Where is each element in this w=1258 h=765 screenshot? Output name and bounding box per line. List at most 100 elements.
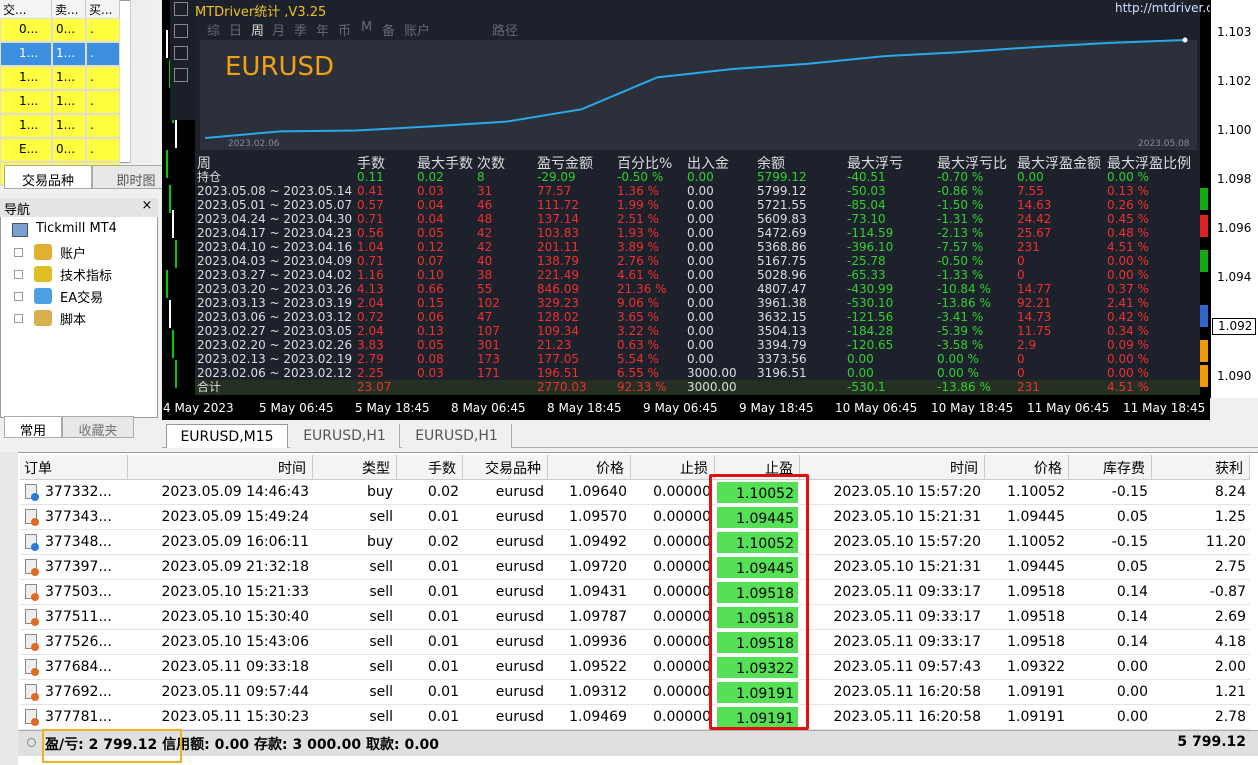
stats-cell: 0.03 (417, 184, 444, 198)
summary-highlight (42, 729, 182, 763)
chart-tab[interactable]: EURUSD,H1 (402, 424, 512, 448)
menu-item[interactable]: 日 (229, 24, 243, 38)
summary-bar (18, 730, 1258, 756)
menu-item[interactable]: 币 (338, 24, 352, 38)
stats-cell: 2.79 (357, 352, 384, 366)
price-marker (1200, 305, 1208, 327)
stats-cell: 173 (477, 352, 500, 366)
market-cell: 1... (52, 66, 86, 90)
time-label: 11 May 18:45 (1123, 401, 1206, 415)
tree-item[interactable]: 脚本 (60, 313, 87, 327)
stats-cell: 55 (477, 282, 493, 296)
order-cell: 2023.05.09 15:49:24 (128, 505, 313, 530)
menu-item[interactable]: 周 (251, 24, 265, 38)
tab[interactable]: 常用 (4, 416, 62, 438)
menu-item[interactable]: 年 (316, 24, 330, 38)
stats-cell: 0.06 (417, 310, 444, 324)
menu-item[interactable]: 综 (207, 24, 221, 38)
stats-cell: -530.10 (847, 296, 894, 310)
order-cell[interactable]: 377692... (20, 680, 128, 705)
menu-item[interactable]: 备 (382, 24, 396, 38)
candle (169, 185, 171, 213)
order-cell[interactable]: 377503... (20, 580, 128, 605)
stats-cell: 25.67 (1017, 226, 1052, 240)
column-header: 交易品种 (463, 455, 548, 480)
chart-tab[interactable]: EURUSD,M15 (166, 424, 288, 448)
order-cell: 0.01 (397, 605, 463, 630)
order-cell[interactable]: 377511... (20, 605, 128, 630)
menu-item[interactable]: 季 (294, 24, 308, 38)
stats-cell: 102 (477, 296, 500, 310)
candle (175, 240, 177, 268)
price-marker (1200, 215, 1208, 237)
stats-cell: 0.00 (687, 254, 714, 268)
tab[interactable]: 交易品种 (4, 165, 92, 189)
order-type-dot (31, 643, 39, 651)
menu-item[interactable]: 账户 (404, 24, 431, 38)
stats-cell: 5721.55 (757, 198, 807, 212)
order-cell: 1.10052 (715, 530, 800, 555)
stats-cell: 0.00 (847, 352, 874, 366)
tool-icon[interactable] (174, 2, 188, 16)
tree-expander[interactable] (14, 292, 23, 301)
stats-header: 最大手数 (417, 156, 473, 171)
stats-cell: -0.50 % (617, 170, 664, 184)
order-cell[interactable]: 377397... (20, 555, 128, 580)
stats-header: 余额 (757, 156, 785, 171)
stats-cell: -73.10 (847, 212, 886, 226)
order-cell: 0.05 (1069, 555, 1152, 580)
close-button[interactable]: × (141, 198, 153, 213)
stats-cell: 合计 (197, 380, 222, 394)
tool-icon[interactable] (174, 24, 188, 38)
tree-expander[interactable] (14, 314, 23, 323)
order-cell[interactable]: 377781... (20, 705, 128, 730)
stats-title: MTDriver统计 ,V3.25 (195, 5, 327, 17)
order-cell: 1.09191 (985, 705, 1069, 730)
tool-icon[interactable] (174, 68, 188, 82)
order-cell[interactable]: 377332... (20, 480, 128, 505)
tool-icon[interactable] (174, 46, 188, 60)
chart-tab[interactable]: EURUSD,H1 (290, 424, 400, 448)
tree-expander[interactable] (14, 248, 23, 257)
order-cell: -0.15 (1069, 530, 1152, 555)
stats-url: http://mtdriver.cn (1115, 1, 1210, 15)
order-cell[interactable]: 377684... (20, 655, 128, 680)
tree-item[interactable]: 技术指标 (60, 269, 113, 283)
stats-header: 百分比% (617, 156, 673, 171)
market-cell: 1... (0, 42, 52, 66)
menu-item[interactable]: 路径 (492, 24, 519, 38)
order-cell: 1.21 (1152, 680, 1250, 705)
stats-cell: 2.04 (357, 296, 384, 310)
menu-item[interactable]: M (361, 20, 373, 35)
tab[interactable]: 收藏夹 (62, 416, 134, 438)
stats-cell: 0.63 % (617, 338, 659, 352)
stats-header: 最大浮亏 (847, 156, 903, 171)
stats-cell: 3.89 % (617, 240, 659, 254)
order-cell: sell (313, 680, 397, 705)
column-header: 类型 (313, 455, 397, 480)
stats-cell: 0.00 % (1107, 268, 1149, 282)
time-label: 8 May 18:45 (547, 401, 622, 415)
order-cell: 1.10052 (985, 530, 1069, 555)
date-label: 2023.02.06 (228, 139, 280, 149)
market-cell: . (86, 90, 120, 114)
order-cell[interactable]: 377526... (20, 630, 128, 655)
order-cell: 1.09312 (548, 680, 631, 705)
price-marker (1200, 250, 1208, 272)
order-cell: 2023.05.10 15:57:20 (800, 530, 985, 555)
stats-cell: 3.22 % (617, 324, 659, 338)
stats-cell: 0.00 (687, 170, 714, 184)
market-cell: 1... (52, 114, 86, 138)
order-cell[interactable]: 377343... (20, 505, 128, 530)
stats-cell: -3.41 % (937, 310, 984, 324)
tree-item[interactable]: 账户 (60, 247, 87, 261)
tree-item[interactable]: EA交易 (60, 291, 104, 305)
menu-item[interactable]: 月 (272, 24, 286, 38)
order-cell[interactable]: 377348... (20, 530, 128, 555)
stats-cell: 2.9 (1017, 338, 1037, 352)
stats-cell: -2.13 % (937, 226, 984, 240)
tree-expander[interactable] (14, 270, 23, 279)
column-header: 交... (0, 0, 52, 18)
order-cell: 1.09322 (985, 655, 1069, 680)
stats-cell: 0.00 % (1107, 366, 1149, 380)
